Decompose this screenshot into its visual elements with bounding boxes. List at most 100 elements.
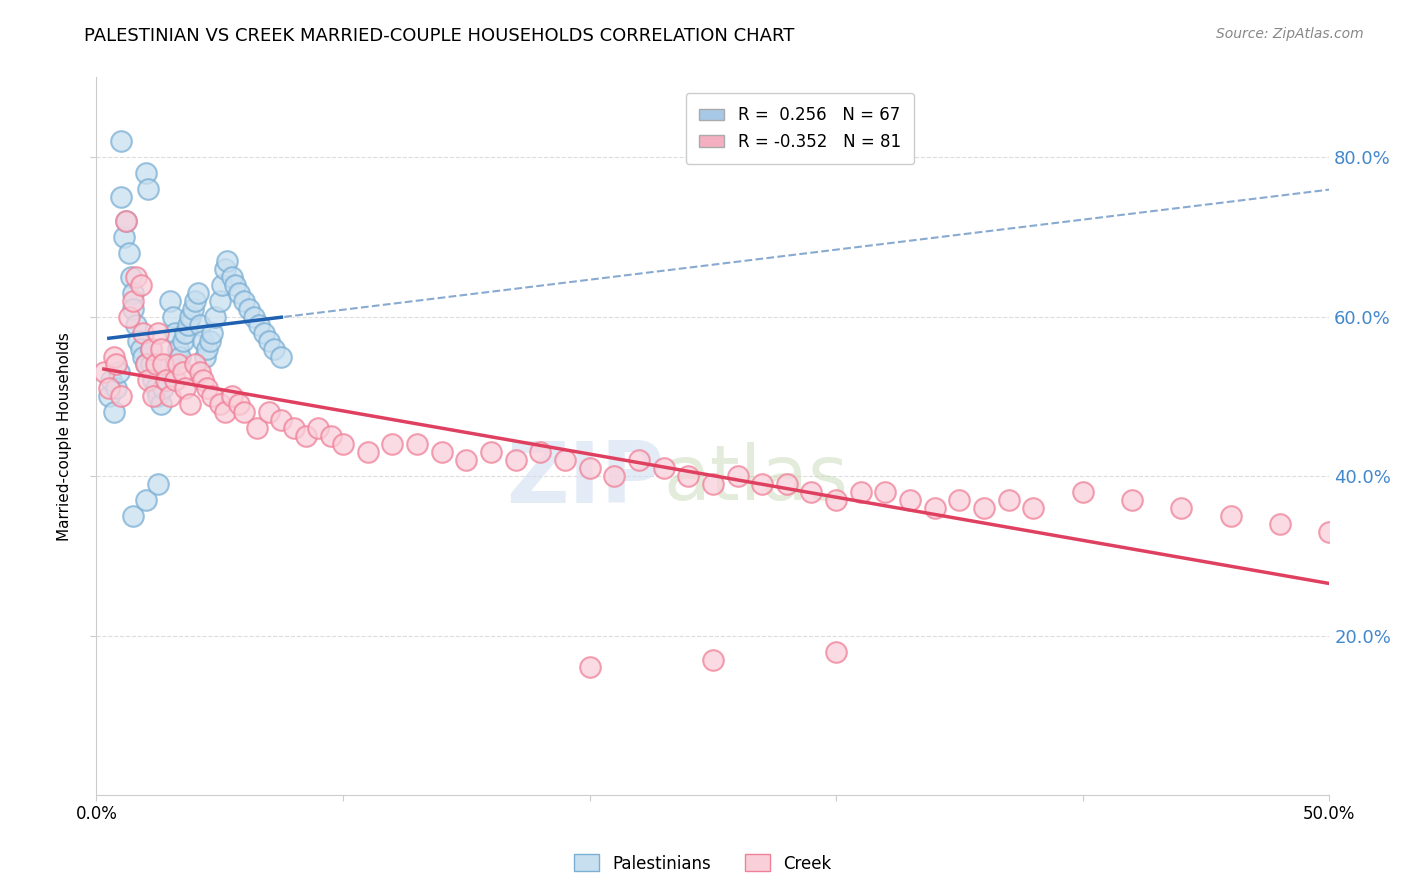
Point bbox=[115, 214, 138, 228]
Point bbox=[103, 405, 125, 419]
Point bbox=[603, 469, 626, 483]
Point bbox=[97, 389, 120, 403]
Point bbox=[174, 326, 197, 340]
Point bbox=[145, 358, 167, 372]
Point bbox=[105, 381, 128, 395]
Point bbox=[110, 134, 132, 148]
Point bbox=[727, 469, 749, 483]
Point bbox=[146, 477, 169, 491]
Point bbox=[257, 334, 280, 348]
Point bbox=[166, 342, 188, 356]
Point bbox=[270, 350, 292, 364]
Point bbox=[214, 405, 236, 419]
Point bbox=[194, 350, 217, 364]
Point bbox=[188, 318, 211, 332]
Point bbox=[93, 366, 115, 380]
Point bbox=[125, 269, 148, 284]
Point bbox=[247, 318, 270, 332]
Text: PALESTINIAN VS CREEK MARRIED-COUPLE HOUSEHOLDS CORRELATION CHART: PALESTINIAN VS CREEK MARRIED-COUPLE HOUS… bbox=[84, 27, 794, 45]
Point bbox=[430, 445, 453, 459]
Point bbox=[115, 214, 138, 228]
Point bbox=[973, 501, 995, 516]
Text: ZIP: ZIP bbox=[506, 438, 664, 521]
Point bbox=[197, 342, 219, 356]
Point bbox=[217, 253, 239, 268]
Point bbox=[751, 477, 773, 491]
Point bbox=[127, 334, 149, 348]
Point bbox=[238, 301, 260, 316]
Point bbox=[165, 373, 187, 387]
Point bbox=[578, 660, 600, 674]
Point bbox=[162, 310, 184, 324]
Point bbox=[169, 350, 191, 364]
Point bbox=[159, 389, 181, 403]
Point bbox=[676, 469, 699, 483]
Point bbox=[381, 437, 404, 451]
Point bbox=[875, 485, 897, 500]
Point bbox=[197, 381, 219, 395]
Point bbox=[159, 358, 181, 372]
Point bbox=[1317, 524, 1340, 539]
Point bbox=[243, 310, 266, 324]
Point bbox=[948, 493, 970, 508]
Point bbox=[578, 461, 600, 475]
Point bbox=[849, 485, 872, 500]
Point bbox=[221, 269, 243, 284]
Y-axis label: Married-couple Households: Married-couple Households bbox=[58, 332, 72, 541]
Point bbox=[135, 493, 157, 508]
Point bbox=[201, 326, 224, 340]
Legend: Palestinians, Creek: Palestinians, Creek bbox=[568, 847, 838, 880]
Point bbox=[122, 301, 145, 316]
Point bbox=[112, 230, 135, 244]
Point bbox=[120, 269, 142, 284]
Point bbox=[152, 381, 174, 395]
Point bbox=[152, 358, 174, 372]
Point bbox=[1268, 516, 1291, 531]
Point bbox=[107, 366, 129, 380]
Point bbox=[228, 285, 250, 300]
Point bbox=[825, 644, 848, 658]
Point bbox=[155, 373, 177, 387]
Text: atlas: atlas bbox=[664, 442, 848, 516]
Point bbox=[924, 501, 946, 516]
Point bbox=[177, 318, 200, 332]
Point bbox=[191, 334, 214, 348]
Point bbox=[122, 285, 145, 300]
Point bbox=[253, 326, 276, 340]
Point bbox=[800, 485, 823, 500]
Point bbox=[406, 437, 429, 451]
Point bbox=[198, 334, 221, 348]
Point bbox=[1121, 493, 1143, 508]
Point bbox=[166, 358, 188, 372]
Text: Source: ZipAtlas.com: Source: ZipAtlas.com bbox=[1216, 27, 1364, 41]
Point bbox=[110, 389, 132, 403]
Point bbox=[702, 652, 724, 666]
Point bbox=[479, 445, 502, 459]
Point bbox=[129, 342, 152, 356]
Point bbox=[319, 429, 342, 443]
Point bbox=[776, 477, 799, 491]
Point bbox=[139, 358, 162, 372]
Point bbox=[233, 405, 256, 419]
Point bbox=[110, 190, 132, 204]
Point bbox=[100, 373, 122, 387]
Point bbox=[179, 310, 201, 324]
Point bbox=[132, 350, 155, 364]
Point bbox=[179, 397, 201, 411]
Point bbox=[652, 461, 675, 475]
Point bbox=[233, 293, 256, 308]
Point bbox=[129, 277, 152, 292]
Point bbox=[246, 421, 269, 435]
Point bbox=[505, 453, 527, 467]
Point bbox=[135, 358, 157, 372]
Point bbox=[554, 453, 576, 467]
Point bbox=[627, 453, 650, 467]
Point bbox=[136, 373, 159, 387]
Point bbox=[155, 373, 177, 387]
Point bbox=[1219, 508, 1241, 523]
Point bbox=[1071, 485, 1094, 500]
Point bbox=[204, 310, 226, 324]
Point bbox=[181, 301, 204, 316]
Point bbox=[307, 421, 329, 435]
Point bbox=[191, 373, 214, 387]
